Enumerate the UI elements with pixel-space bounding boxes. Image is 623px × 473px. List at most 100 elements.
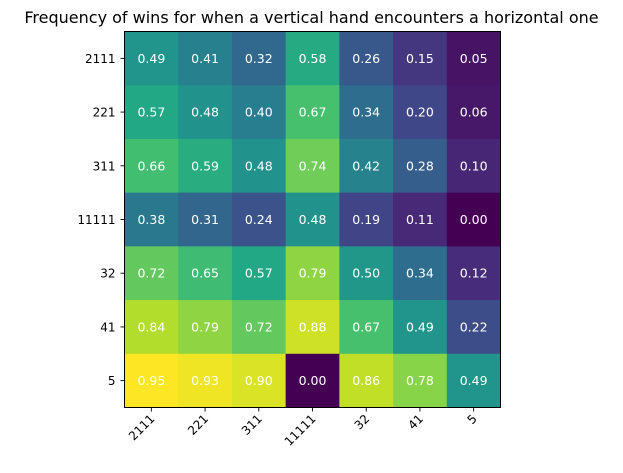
heatmap-cell-r4-c0 [124,246,179,301]
heatmap-value-label-r6-c0: 0.95 [137,373,165,388]
heatmap-value-label-r0-c6: 0.05 [460,51,488,66]
heatmap-value-label-r6-c1: 0.93 [191,373,219,388]
x-axis: 2111 221 311 11111 32 41 5 [126,407,480,449]
heatmap-value-label-r0-c3: 0.58 [299,51,327,66]
heatmap-cell-r2-c3 [285,138,340,194]
heatmap-value-label-r3-c1: 0.31 [191,212,219,227]
heatmap-cell-r4-c4 [339,246,394,301]
heatmap-cells [124,31,501,408]
heatmap-cell-r1-c3 [285,85,340,140]
heatmap-cell-r5-c0 [124,300,179,355]
y-tick-label-5: 41 [100,320,115,334]
heatmap-value-label-r2-c3: 0.74 [299,158,327,173]
heatmap-cell-r2-c6 [446,138,501,194]
x-tick-label-4: 32 [352,412,373,433]
heatmap-cell-r0-c2 [231,31,287,86]
heatmap-value-label-r5-c6: 0.22 [460,319,488,334]
heatmap-cell-r5-c4 [339,300,394,355]
heatmap-cell-r6-c6 [446,353,501,408]
heatmap-cell-r6-c0 [124,353,179,408]
heatmap-value-label-r1-c4: 0.34 [352,105,380,120]
y-tick-label-2: 311 [93,159,116,173]
heatmap-value-label-r6-c2: 0.90 [245,373,273,388]
heatmap-value-label-r3-c2: 0.24 [245,212,273,227]
heatmap-cell-r1-c0 [124,85,179,140]
heatmap-value-label-r3-c6: 0.00 [460,212,488,227]
heatmap-cell-r5-c6 [446,300,501,355]
heatmap-cell-r5-c1 [178,300,233,355]
heatmap-cell-r0-c6 [446,31,501,86]
heatmap-cell-r2-c2 [231,138,287,194]
heatmap-value-label-r1-c6: 0.06 [460,105,488,120]
heatmap-value-label-r4-c3: 0.79 [299,266,327,281]
y-axis: 2111 221 311 11111 32 41 5 [77,52,125,388]
heatmap-value-label-r0-c5: 0.15 [406,51,434,66]
heatmap-value-label-r5-c0: 0.84 [137,319,165,334]
heatmap-value-label-r6-c4: 0.86 [352,373,380,388]
heatmap-value-label-r1-c1: 0.48 [191,105,219,120]
heatmap-cell-r6-c3 [285,353,340,408]
heatmap-value-label-r4-c5: 0.34 [406,266,434,281]
heatmap-cell-r2-c5 [393,138,448,194]
y-tick-label-6: 5 [108,374,116,388]
heatmap-value-label-r2-c0: 0.66 [137,158,165,173]
heatmap-value-label-r4-c2: 0.57 [245,266,273,281]
heatmap-cell-r1-c1 [178,85,233,140]
heatmap-value-label-r2-c5: 0.28 [406,158,434,173]
heatmap-cell-r4-c5 [393,246,448,301]
x-tick-label-1: 221 [185,412,211,438]
heatmap-cell-r2-c4 [339,138,394,194]
heatmap-cell-r1-c2 [231,85,287,140]
y-tick-label-1: 221 [93,106,116,120]
heatmap-value-label-r6-c5: 0.78 [406,373,434,388]
heatmap-cell-r6-c1 [178,353,233,408]
heatmap-value-label-r1-c3: 0.67 [299,105,327,120]
heatmap-cell-r1-c5 [393,85,448,140]
heatmap-value-label-r1-c0: 0.57 [137,105,165,120]
heatmap-value-label-r0-c1: 0.41 [191,51,219,66]
heatmap-cell-r2-c0 [124,138,179,194]
heatmap-cell-r0-c5 [393,31,448,86]
heatmap-value-label-r2-c4: 0.42 [352,158,380,173]
heatmap-value-label-r0-c4: 0.26 [352,51,380,66]
heatmap-cell-r5-c5 [393,300,448,355]
heatmap-cell-r3-c5 [393,192,448,247]
y-tick-label-4: 32 [100,267,115,281]
heatmap-cell-r0-c3 [285,31,340,86]
heatmap-cell-r3-c1 [178,192,233,247]
heatmap-value-label-r2-c1: 0.59 [191,158,219,173]
heatmap-value-label-r5-c1: 0.79 [191,319,219,334]
x-tick-label-5: 41 [405,412,426,433]
heatmap-value-label-r0-c2: 0.32 [245,51,273,66]
heatmap-value-labels: 0.49 0.41 0.32 0.58 0.26 0.15 0.05 0.57 0.48 0.40… [137,51,487,388]
heatmap-cell-r3-c4 [339,192,394,247]
heatmap-cell-r6-c4 [339,353,394,408]
heatmap-value-label-r6-c3: 0.00 [299,373,327,388]
heatmap-cell-r4-c2 [231,246,287,301]
heatmap-cell-r6-c2 [231,353,287,408]
heatmap-cell-r2-c1 [178,138,233,194]
heatmap-cell-r1-c4 [339,85,394,140]
heatmap-value-label-r2-c2: 0.48 [245,158,273,173]
heatmap-value-label-r2-c6: 0.10 [460,158,488,173]
heatmap-cell-r5-c2 [231,300,287,355]
heatmap-value-label-r1-c5: 0.20 [406,105,434,120]
x-tick-label-2: 311 [239,412,265,438]
heatmap-value-label-r4-c0: 0.72 [137,266,165,281]
heatmap-cell-r0-c0 [124,31,179,86]
heatmap-value-label-r5-c3: 0.88 [299,319,327,334]
heatmap-value-label-r3-c3: 0.48 [299,212,327,227]
x-tick-label-6: 5 [464,412,479,427]
y-tick-label-0: 2111 [85,52,116,66]
x-tick-label-3: 11111 [282,412,319,449]
heatmap-cell-r5-c3 [285,300,340,355]
heatmap-value-label-r4-c6: 0.12 [460,266,488,281]
axes-frame [124,31,501,408]
chart-title: Frequency of wins for when a vertical ha… [24,8,598,27]
heatmap-value-label-r5-c2: 0.72 [245,319,273,334]
x-tick-label-0: 2111 [126,412,157,443]
heatmap-cell-r4-c3 [285,246,340,301]
heatmap-cell-r6-c5 [393,353,448,408]
